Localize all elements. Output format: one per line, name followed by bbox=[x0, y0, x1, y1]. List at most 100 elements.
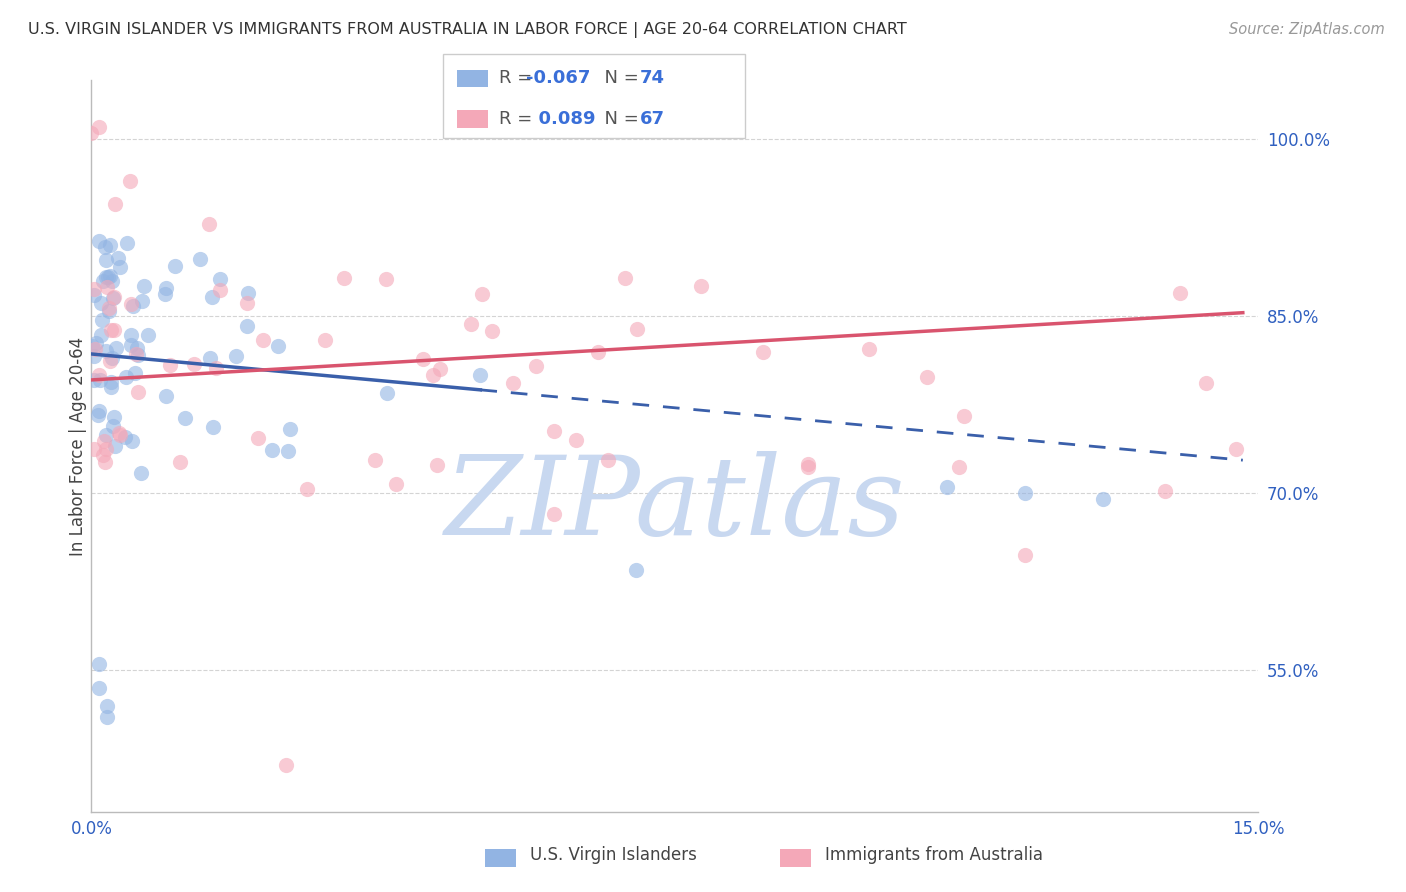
Point bbox=[100, 375, 122, 389]
Point bbox=[103, 409, 125, 424]
Point bbox=[163, 259, 186, 273]
Point bbox=[96, 710, 118, 724]
Point bbox=[205, 361, 228, 376]
Point bbox=[105, 341, 128, 355]
Point bbox=[953, 409, 976, 423]
Point bbox=[80, 127, 103, 141]
Point bbox=[98, 304, 121, 318]
Point bbox=[155, 389, 177, 403]
Text: -0.067: -0.067 bbox=[526, 70, 591, 87]
Point bbox=[624, 563, 647, 577]
Point bbox=[96, 427, 118, 442]
Point bbox=[87, 234, 110, 248]
Point bbox=[94, 253, 117, 268]
Point bbox=[120, 328, 142, 343]
Point bbox=[89, 681, 111, 695]
Text: U.S. Virgin Islanders: U.S. Virgin Islanders bbox=[530, 847, 697, 864]
Point bbox=[797, 460, 820, 475]
Point bbox=[98, 301, 121, 315]
Point bbox=[858, 342, 880, 356]
Point bbox=[1195, 376, 1218, 391]
Point bbox=[201, 290, 224, 304]
Point bbox=[108, 425, 131, 440]
Point bbox=[565, 433, 588, 447]
Text: R =: R = bbox=[499, 110, 538, 128]
Point bbox=[1170, 286, 1192, 301]
Point bbox=[120, 173, 142, 187]
Point bbox=[690, 279, 713, 293]
Point bbox=[238, 286, 260, 301]
Point bbox=[84, 335, 107, 350]
Text: 67: 67 bbox=[640, 110, 665, 128]
Point bbox=[83, 442, 105, 457]
Point bbox=[374, 271, 396, 285]
Point bbox=[110, 428, 132, 442]
Point bbox=[471, 287, 494, 301]
Text: R =: R = bbox=[499, 70, 538, 87]
Point bbox=[125, 341, 148, 355]
Point bbox=[94, 239, 117, 253]
Point bbox=[314, 333, 336, 347]
Text: 0.089: 0.089 bbox=[526, 110, 595, 128]
Point bbox=[104, 439, 127, 453]
Point bbox=[124, 366, 146, 380]
Point bbox=[543, 507, 565, 521]
Text: U.S. VIRGIN ISLANDER VS IMMIGRANTS FROM AUSTRALIA IN LABOR FORCE | AGE 20-64 COR: U.S. VIRGIN ISLANDER VS IMMIGRANTS FROM … bbox=[28, 22, 907, 38]
Point bbox=[936, 480, 959, 494]
Point bbox=[83, 373, 105, 387]
Point bbox=[277, 444, 299, 458]
Point bbox=[96, 279, 118, 293]
Point bbox=[246, 431, 269, 445]
Point bbox=[460, 317, 482, 331]
Point bbox=[422, 368, 444, 382]
Point bbox=[274, 757, 297, 772]
Point bbox=[120, 296, 142, 310]
Point bbox=[295, 482, 318, 496]
Text: 74: 74 bbox=[640, 70, 665, 87]
Text: ZIPatlas: ZIPatlas bbox=[444, 450, 905, 558]
Point bbox=[82, 339, 104, 353]
Point bbox=[1091, 492, 1114, 507]
Text: Immigrants from Australia: Immigrants from Australia bbox=[825, 847, 1043, 864]
Point bbox=[87, 404, 110, 418]
Point bbox=[278, 421, 301, 435]
Point bbox=[120, 338, 142, 352]
Point bbox=[100, 275, 122, 289]
Point bbox=[100, 323, 122, 337]
Point bbox=[122, 299, 145, 313]
Point bbox=[114, 430, 136, 444]
Point bbox=[91, 313, 114, 327]
Point bbox=[90, 295, 112, 310]
Point bbox=[114, 370, 136, 384]
Point bbox=[412, 351, 434, 366]
Point bbox=[91, 274, 114, 288]
Point bbox=[89, 120, 111, 135]
Point bbox=[108, 260, 131, 275]
Point bbox=[613, 271, 636, 285]
Y-axis label: In Labor Force | Age 20-64: In Labor Force | Age 20-64 bbox=[69, 336, 87, 556]
Point bbox=[97, 269, 120, 284]
Point bbox=[89, 657, 111, 672]
Point bbox=[94, 343, 117, 358]
Point bbox=[103, 323, 125, 337]
Point bbox=[94, 442, 117, 456]
Text: N =: N = bbox=[593, 110, 645, 128]
Point bbox=[543, 424, 565, 438]
Point bbox=[198, 217, 221, 231]
Point bbox=[796, 457, 818, 471]
Point bbox=[93, 434, 115, 449]
Point bbox=[236, 318, 259, 333]
Text: Source: ZipAtlas.com: Source: ZipAtlas.com bbox=[1229, 22, 1385, 37]
Point bbox=[524, 359, 547, 373]
Point bbox=[83, 288, 105, 302]
Point bbox=[132, 279, 155, 293]
Point bbox=[426, 458, 449, 472]
Point bbox=[481, 324, 503, 338]
Point bbox=[267, 339, 290, 353]
Point bbox=[333, 270, 356, 285]
Point bbox=[98, 238, 121, 252]
Point bbox=[1225, 442, 1247, 456]
Point bbox=[131, 293, 153, 308]
Point bbox=[1014, 486, 1036, 500]
Point bbox=[94, 455, 117, 469]
